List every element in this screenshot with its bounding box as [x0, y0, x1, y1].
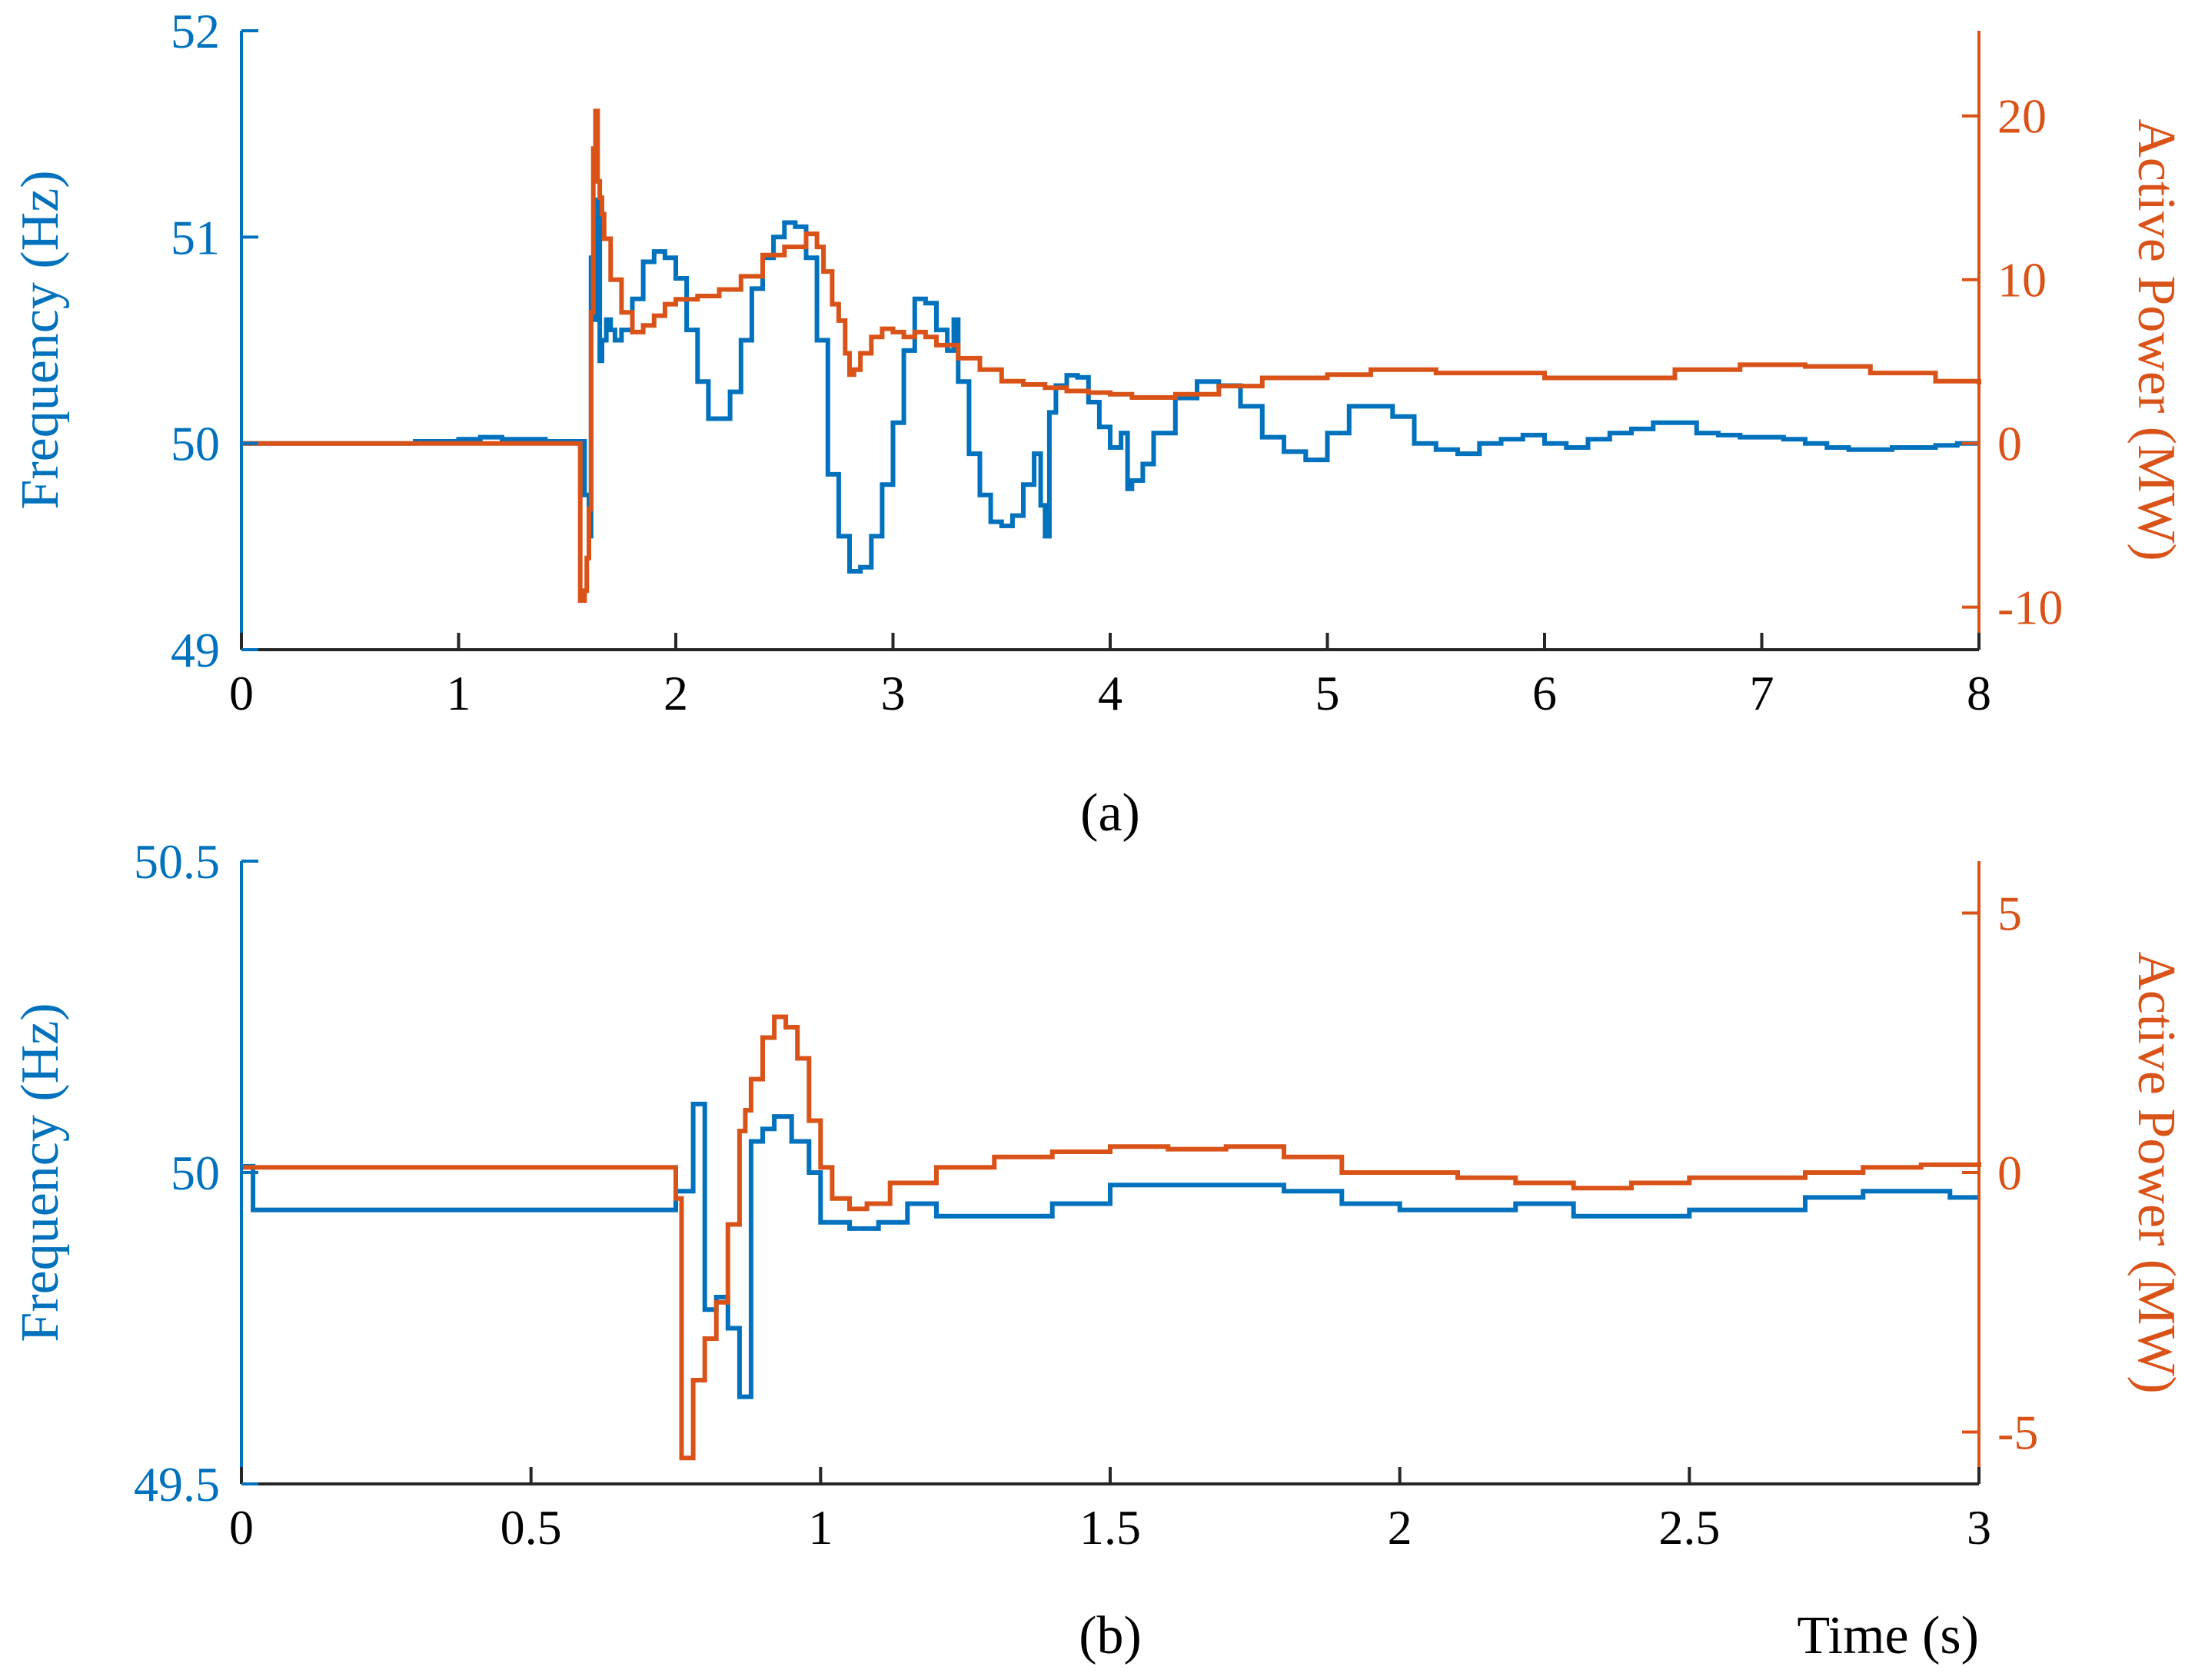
panel-a-right-axis-label: Active Power (MW)	[2127, 118, 2186, 561]
panel-b-right-ytick-label: 0	[1997, 1146, 2022, 1200]
panel-b-xlabel: Time (s)	[1797, 1606, 1979, 1665]
panel-a-xtick-label: 6	[1532, 666, 1557, 720]
panel-b-right-ytick-label: -5	[1997, 1406, 2038, 1460]
panel-b-right-axis-label: Active Power (MW)	[2127, 951, 2186, 1393]
panel-a-xtick-label: 7	[1750, 666, 1774, 720]
panel-b-plot-lines	[241, 1014, 1981, 1461]
panel-b-left-axis-label: Frequency (Hz)	[11, 1003, 70, 1342]
panel-a-xtick-label: 1	[447, 666, 471, 720]
panel-a-xtick-label: 2	[663, 666, 688, 720]
panel-b-xtick-label: 2	[1388, 1500, 1412, 1555]
panel-a-right-ytick-label: 10	[1997, 253, 2047, 308]
panel-a-plot-lines	[241, 108, 1981, 604]
panel-b-xtick-label: 2.5	[1658, 1500, 1720, 1555]
panel-a-xtick-label: 4	[1098, 666, 1122, 720]
panel-b-series-active-power	[241, 1014, 1981, 1461]
panel-a-left-ytick-label: 50	[171, 417, 220, 471]
panel-a-ticks: 0 1 2 3 4 5 6 7 8 49 50 51 52 -10 0 10 20	[171, 4, 2063, 720]
panel-b-xtick-label: 0	[229, 1500, 254, 1555]
panel-b-xtick-label: 0.5	[501, 1500, 562, 1555]
panel-a-left-ytick-label: 52	[171, 4, 220, 58]
panel-a: 0 1 2 3 4 5 6 7 8 49 50 51 52 -10 0 10 20 Frequency (Hz)…	[11, 4, 2186, 843]
panel-a-right-ytick-label: 20	[1997, 89, 2047, 144]
panel-b-left-ytick-label: 50.5	[134, 834, 220, 889]
panel-b-xtick-label: 3	[1967, 1500, 1991, 1555]
panel-b-right-ytick-label: 5	[1997, 887, 2022, 941]
panel-a-left-ytick-label: 49	[171, 623, 220, 677]
panel-b-series-frequency	[241, 1101, 1979, 1399]
panel-b-xtick-label: 1.5	[1079, 1500, 1141, 1555]
panel-a-caption: (a)	[1080, 783, 1140, 843]
panel-b-xtick-label: 1	[808, 1500, 833, 1555]
panel-a-series-frequency	[241, 198, 1979, 574]
panel-b: 0 0.5 1 1.5 2 2.5 3 49.5 50 50.5 -5 0 5 Frequency (H…	[11, 834, 2186, 1665]
panel-a-series-active-power	[241, 108, 1981, 604]
panel-a-right-ytick-label: 0	[1997, 417, 2022, 471]
panel-b-left-ytick-label: 49.5	[134, 1457, 220, 1512]
panel-b-ticks: 0 0.5 1 1.5 2 2.5 3 49.5 50 50.5 -5 0 5	[134, 834, 2038, 1555]
panel-a-xtick-label: 8	[1967, 666, 1991, 720]
panel-b-caption: (b)	[1079, 1606, 1142, 1665]
panel-a-left-ytick-label: 51	[171, 210, 220, 264]
panel-a-xtick-label: 5	[1315, 666, 1340, 720]
panel-b-left-ytick-label: 50	[171, 1146, 220, 1200]
panel-a-xtick-label: 0	[229, 666, 254, 720]
panel-a-right-ytick-label: -10	[1997, 581, 2063, 635]
panel-a-left-axis-label: Frequency (Hz)	[11, 170, 70, 509]
panel-a-xtick-label: 3	[881, 666, 906, 720]
